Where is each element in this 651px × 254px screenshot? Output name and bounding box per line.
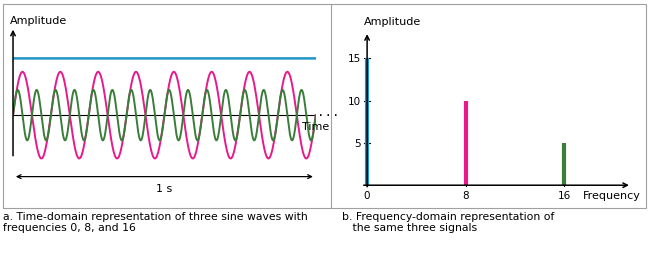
Text: b. Frequency-domain representation of
   the same three signals: b. Frequency-domain representation of th… <box>342 211 554 232</box>
Text: Amplitude: Amplitude <box>363 17 421 27</box>
Text: Frequency: Frequency <box>583 190 641 200</box>
Text: Amplitude: Amplitude <box>10 16 67 26</box>
Text: 15: 15 <box>348 54 361 64</box>
Text: 16: 16 <box>557 190 571 200</box>
Text: 10: 10 <box>348 96 361 106</box>
Text: 5: 5 <box>354 138 361 148</box>
Text: a. Time-domain representation of three sine waves with
frequencies 0, 8, and 16: a. Time-domain representation of three s… <box>3 211 308 232</box>
Text: ...: ... <box>317 106 340 119</box>
Text: 1 s: 1 s <box>156 183 173 193</box>
Text: 0: 0 <box>364 190 370 200</box>
Text: Time: Time <box>302 121 329 131</box>
Text: 8: 8 <box>462 190 469 200</box>
